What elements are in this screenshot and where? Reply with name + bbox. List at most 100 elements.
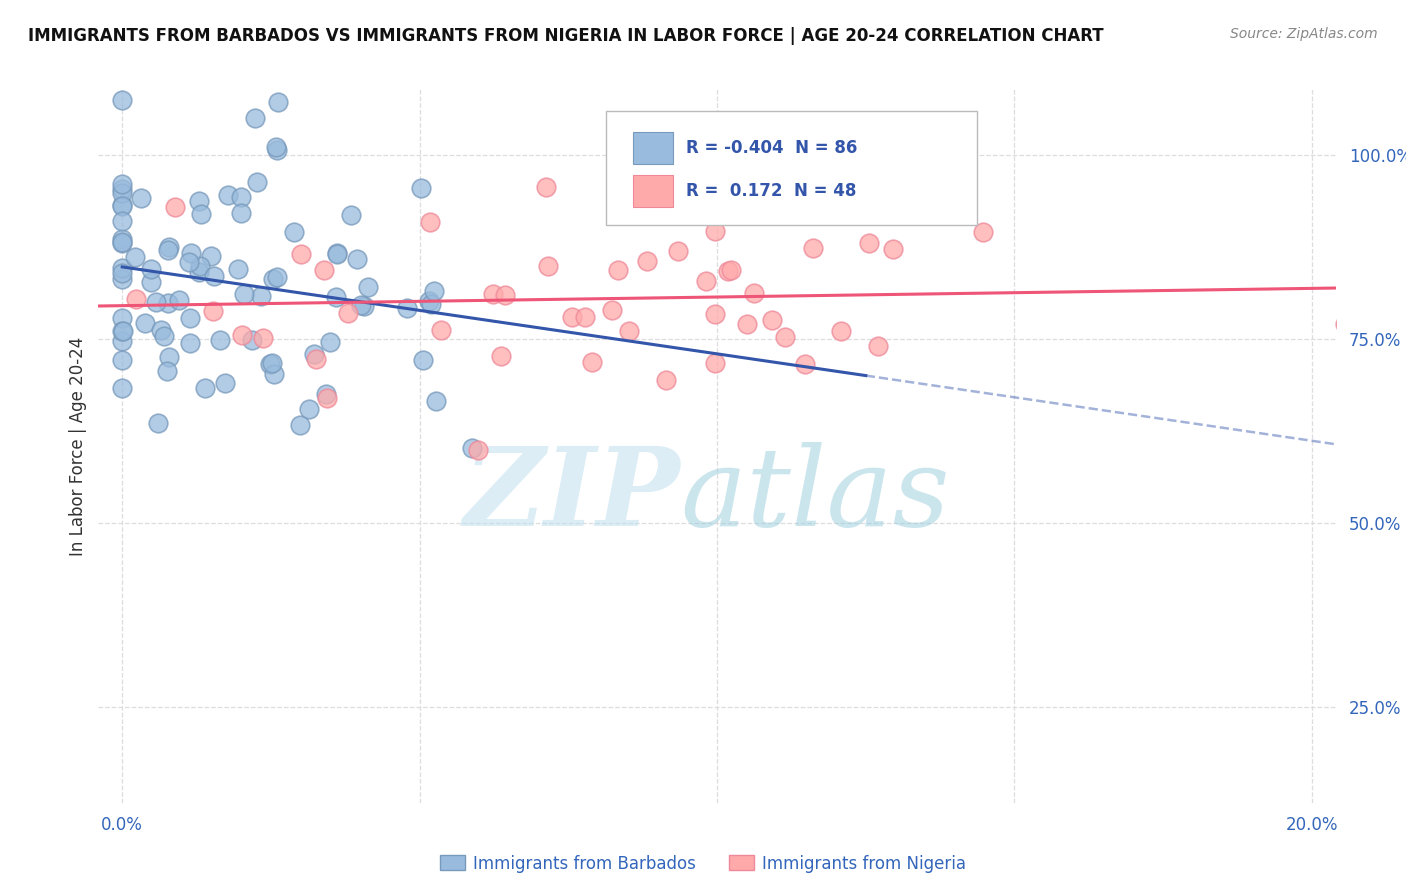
Point bbox=[720, 262, 742, 277]
Point bbox=[419, 297, 441, 311]
Point bbox=[163, 200, 186, 214]
Text: IMMIGRANTS FROM BARBADOS VS IMMIGRANTS FROM NIGERIA IN LABOR FORCE | AGE 20-24 C: IMMIGRANTS FROM BARBADOS VS IMMIGRANTS F… bbox=[28, 27, 1104, 45]
Point bbox=[157, 350, 180, 364]
Point bbox=[111, 231, 134, 245]
Point bbox=[972, 225, 994, 239]
Point bbox=[717, 264, 740, 278]
Legend: Immigrants from Barbados, Immigrants from Nigeria: Immigrants from Barbados, Immigrants fro… bbox=[433, 848, 973, 880]
Point bbox=[409, 181, 432, 195]
Point bbox=[302, 347, 325, 361]
Point bbox=[423, 284, 446, 298]
Point bbox=[882, 243, 904, 257]
Point bbox=[217, 188, 239, 202]
Point bbox=[226, 262, 249, 277]
Point bbox=[655, 373, 678, 387]
Point bbox=[111, 93, 134, 107]
Point bbox=[298, 402, 321, 417]
Point bbox=[704, 224, 727, 238]
Point bbox=[326, 246, 349, 260]
Point bbox=[111, 177, 134, 191]
Point bbox=[157, 243, 180, 257]
Point bbox=[111, 353, 134, 368]
Point bbox=[336, 306, 359, 320]
Point bbox=[229, 190, 252, 204]
Point bbox=[124, 250, 146, 264]
Point bbox=[139, 262, 162, 277]
Point bbox=[112, 324, 135, 338]
Point bbox=[146, 417, 169, 431]
FancyBboxPatch shape bbox=[606, 111, 977, 225]
Point bbox=[111, 198, 134, 212]
Point bbox=[704, 307, 727, 321]
Point bbox=[262, 271, 284, 285]
Point bbox=[152, 328, 174, 343]
Point bbox=[412, 353, 434, 368]
Point bbox=[561, 310, 583, 325]
Point bbox=[267, 95, 290, 110]
Text: R =  0.172  N = 48: R = 0.172 N = 48 bbox=[686, 182, 856, 200]
Point bbox=[395, 301, 418, 316]
Text: R = -0.404  N = 86: R = -0.404 N = 86 bbox=[686, 139, 858, 157]
Point bbox=[356, 280, 378, 294]
Point bbox=[489, 349, 512, 363]
Point bbox=[600, 302, 623, 317]
Point bbox=[177, 255, 200, 269]
Point bbox=[353, 299, 375, 313]
Point bbox=[349, 298, 371, 312]
Point bbox=[761, 313, 783, 327]
Point bbox=[425, 393, 447, 408]
Point bbox=[264, 140, 287, 154]
Point bbox=[194, 381, 217, 395]
Point bbox=[315, 387, 337, 401]
Point bbox=[139, 275, 162, 289]
Point bbox=[157, 240, 180, 254]
Point bbox=[208, 333, 231, 347]
Text: atlas: atlas bbox=[681, 442, 949, 549]
Point bbox=[111, 214, 134, 228]
Point bbox=[666, 244, 689, 259]
Point bbox=[305, 351, 328, 366]
Point bbox=[574, 310, 596, 324]
Point bbox=[243, 111, 266, 125]
Point bbox=[111, 261, 134, 276]
Point bbox=[290, 247, 312, 261]
Text: ZIP: ZIP bbox=[464, 442, 681, 549]
Point bbox=[315, 391, 337, 405]
Point bbox=[201, 303, 224, 318]
Point bbox=[319, 334, 342, 349]
Point bbox=[111, 186, 134, 200]
Point bbox=[125, 292, 148, 306]
Point bbox=[430, 323, 453, 337]
Point bbox=[188, 259, 211, 273]
Point bbox=[695, 274, 717, 288]
Point bbox=[250, 289, 273, 303]
Point bbox=[744, 285, 766, 300]
Point bbox=[340, 209, 363, 223]
Point bbox=[659, 202, 682, 216]
Point bbox=[801, 241, 824, 255]
Point bbox=[111, 272, 134, 286]
Point bbox=[145, 294, 167, 309]
Point bbox=[150, 323, 173, 337]
Point bbox=[346, 252, 368, 267]
Point bbox=[312, 263, 335, 277]
Point bbox=[606, 263, 628, 277]
Point bbox=[866, 339, 889, 353]
Point bbox=[266, 270, 288, 285]
Point bbox=[830, 324, 852, 338]
Point bbox=[111, 199, 134, 213]
Point bbox=[134, 316, 156, 330]
Point bbox=[200, 249, 222, 263]
Point bbox=[111, 310, 134, 325]
FancyBboxPatch shape bbox=[633, 175, 672, 207]
Point bbox=[419, 215, 441, 229]
Point bbox=[467, 443, 489, 458]
Point bbox=[266, 143, 288, 157]
Point bbox=[187, 265, 209, 279]
Y-axis label: In Labor Force | Age 20-24: In Labor Force | Age 20-24 bbox=[69, 336, 87, 556]
Point bbox=[231, 328, 253, 343]
Point bbox=[494, 288, 516, 302]
Point bbox=[240, 333, 263, 347]
Point bbox=[260, 356, 283, 370]
Point bbox=[536, 259, 558, 273]
